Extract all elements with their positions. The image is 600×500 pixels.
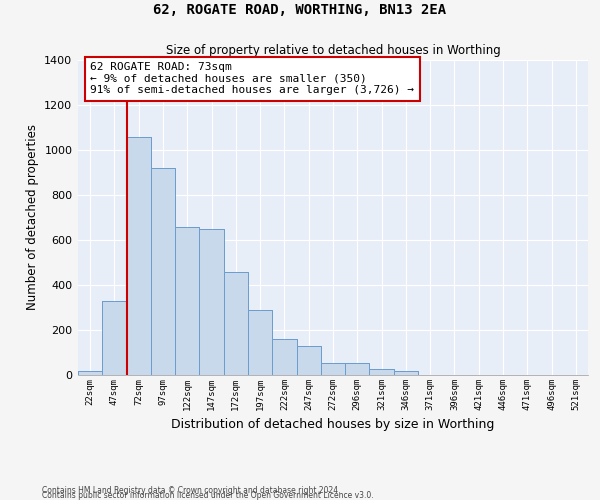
Bar <box>296 346 321 375</box>
Bar <box>296 346 321 375</box>
Bar <box>175 226 199 375</box>
Bar <box>151 168 175 375</box>
Bar <box>248 310 272 375</box>
Bar <box>78 370 102 375</box>
Text: 62, ROGATE ROAD, WORTHING, BN13 2EA: 62, ROGATE ROAD, WORTHING, BN13 2EA <box>154 2 446 16</box>
Bar <box>199 229 224 375</box>
Bar <box>321 362 345 375</box>
Bar <box>321 362 345 375</box>
Bar <box>345 362 370 375</box>
Text: Contains public sector information licensed under the Open Government Licence v3: Contains public sector information licen… <box>42 491 374 500</box>
Bar <box>224 272 248 375</box>
Bar <box>248 310 272 375</box>
Bar <box>199 229 224 375</box>
Bar <box>78 370 102 375</box>
Title: Size of property relative to detached houses in Worthing: Size of property relative to detached ho… <box>166 44 500 58</box>
Bar <box>127 136 151 375</box>
Bar <box>394 370 418 375</box>
Text: Contains HM Land Registry data © Crown copyright and database right 2024.: Contains HM Land Registry data © Crown c… <box>42 486 341 495</box>
Bar <box>102 300 127 375</box>
Bar <box>151 168 175 375</box>
Bar <box>394 370 418 375</box>
X-axis label: Distribution of detached houses by size in Worthing: Distribution of detached houses by size … <box>172 418 494 432</box>
Bar <box>272 339 296 375</box>
Bar <box>102 300 127 375</box>
Bar <box>127 136 151 375</box>
Text: 62 ROGATE ROAD: 73sqm
← 9% of detached houses are smaller (350)
91% of semi-deta: 62 ROGATE ROAD: 73sqm ← 9% of detached h… <box>90 62 414 96</box>
Bar <box>370 370 394 375</box>
Y-axis label: Number of detached properties: Number of detached properties <box>26 124 39 310</box>
Bar <box>370 370 394 375</box>
Bar <box>175 226 199 375</box>
Bar <box>345 362 370 375</box>
Bar <box>224 272 248 375</box>
Bar <box>272 339 296 375</box>
